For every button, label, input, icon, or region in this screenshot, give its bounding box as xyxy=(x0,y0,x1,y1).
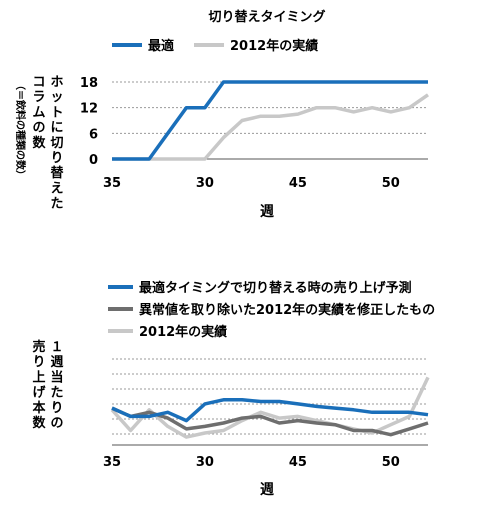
chart1-legend-label-1: 最適 xyxy=(148,38,174,54)
chart2-legend-label-1: 最適タイミングで切り替える時の売り上げ予測 xyxy=(139,280,412,296)
chart2-y-axis-label: 当 xyxy=(50,369,63,385)
chart2-y-axis-label: た xyxy=(50,386,63,401)
chart2-legend-label-3: 2012年の実績 xyxy=(139,324,227,340)
chart1-y-tick-label: 0 xyxy=(89,153,98,168)
chart2-y-axis-label: 本 xyxy=(32,400,45,416)
chart1-y-axis-label: ト xyxy=(50,105,63,120)
chart1-x-tick-label: 35 xyxy=(103,176,121,191)
chart2-x-tick-label: 35 xyxy=(103,455,121,470)
chart1-series-line-2 xyxy=(112,93,429,161)
chart1-y-axis-sublabel: （＝飲料の種類の数） xyxy=(14,80,27,180)
chart1-y-axis-label: ホ xyxy=(50,75,63,90)
chart2-y-axis-label: 上 xyxy=(32,370,45,385)
chart1-y-axis-label: た xyxy=(50,197,63,212)
chart2-x-tick-label: 30 xyxy=(196,455,214,470)
chart2-y-axis-label: 数 xyxy=(32,415,46,431)
chart1-y-axis-label: に xyxy=(50,121,63,136)
chart1-x-tick-label: 45 xyxy=(289,176,307,191)
chart2-y-axis-label: げ xyxy=(32,385,46,401)
chart2-y-axis-label: り xyxy=(50,401,63,416)
chart2-legend-label-2: 異常値を取り除いた2012年の実績を修正したもの xyxy=(139,302,435,318)
chart2-series-line-3 xyxy=(110,376,430,439)
chart1-y-tick-label: 12 xyxy=(80,102,98,117)
chart1-y-axis-label: ム xyxy=(32,105,45,120)
chart2-x-axis-label: 週 xyxy=(260,482,274,498)
chart1-legend-label-2: 2012年の実績 xyxy=(230,38,318,54)
chart1-y-tick-label: 18 xyxy=(80,76,98,91)
chart2-y-axis-label: り xyxy=(32,355,45,370)
chart1-y-axis-label: 切 xyxy=(50,136,63,151)
chart1-y-axis-label: り xyxy=(50,151,63,166)
chart2-y-axis-label: 週 xyxy=(50,355,63,370)
chart1-y-axis-label: 替 xyxy=(50,165,64,181)
chart2-y-axis-label: １ xyxy=(50,340,63,355)
chart1-y-axis-label: コ xyxy=(32,75,45,90)
chart1-series-line-1 xyxy=(112,80,428,161)
chart2-series-line-1 xyxy=(111,398,429,423)
chart1-y-axis-label: ッ xyxy=(50,90,63,105)
chart1-y-axis-label: ラ xyxy=(32,90,45,105)
chart2-y-axis-label: 売 xyxy=(32,339,45,355)
chart1-x-tick-label: 50 xyxy=(382,176,400,191)
chart1-title: 切り替えタイミング xyxy=(208,9,325,25)
chart1-y-axis-label: の xyxy=(32,121,45,136)
chart1-y-axis-label: 数 xyxy=(32,135,46,151)
chart1-x-tick-label: 30 xyxy=(196,176,214,191)
chart2-x-tick-label: 50 xyxy=(382,455,400,470)
chart2-x-tick-label: 45 xyxy=(289,455,307,470)
chart2-series-line-2 xyxy=(111,406,429,437)
chart1-y-tick-label: 6 xyxy=(89,127,98,142)
chart1-y-axis-label: え xyxy=(50,181,63,196)
chart1-x-axis-label: 週 xyxy=(260,204,274,220)
chart2-y-axis-label: の xyxy=(50,416,63,431)
